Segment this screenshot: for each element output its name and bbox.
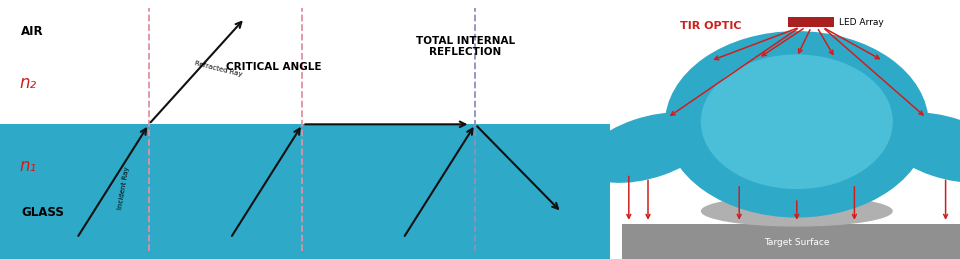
Text: AIR: AIR: [21, 25, 44, 38]
Text: TIR OPTIC: TIR OPTIC: [680, 21, 741, 31]
Ellipse shape: [880, 112, 960, 183]
Ellipse shape: [664, 31, 928, 218]
Ellipse shape: [583, 112, 713, 183]
Bar: [0, 124, 610, 259]
Ellipse shape: [701, 54, 893, 189]
Bar: [788, 17, 834, 27]
Text: Incident Ray: Incident Ray: [117, 166, 130, 210]
Text: Refracted Ray: Refracted Ray: [194, 60, 242, 77]
Text: n₂: n₂: [19, 74, 36, 92]
Text: TOTAL INTERNAL
REFLECTION: TOTAL INTERNAL REFLECTION: [416, 36, 516, 57]
Ellipse shape: [701, 196, 893, 227]
Bar: [622, 224, 960, 259]
Text: LED Array: LED Array: [839, 18, 884, 26]
Text: GLASS: GLASS: [21, 206, 64, 219]
Text: Target Surface: Target Surface: [764, 238, 829, 247]
Text: CRITICAL ANGLE: CRITICAL ANGLE: [226, 62, 322, 72]
Text: n₁: n₁: [19, 157, 36, 175]
